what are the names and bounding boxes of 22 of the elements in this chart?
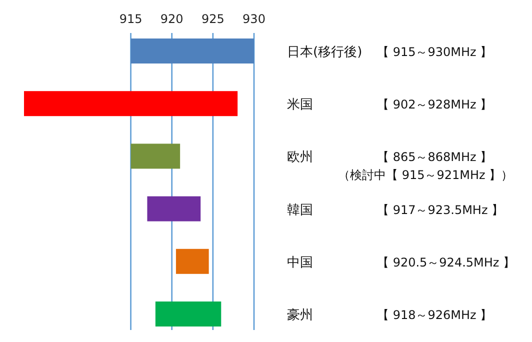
y-tick-label: 日本(移行後) (287, 45, 362, 60)
text: 【 865～868MHz 】（検討中【 915～921MHz 】） (338, 150, 514, 182)
bar (147, 196, 201, 222)
x-tick-label: 915 (119, 12, 142, 26)
text: 【 902～928MHz 】 (377, 98, 492, 112)
bar (130, 38, 254, 64)
text: 【 915～930MHz 】 (377, 45, 492, 59)
y-tick-label: 米国 (287, 98, 313, 113)
x-tick-label: 920 (160, 12, 184, 26)
bar (24, 91, 238, 116)
x-tick-label: 925 (201, 12, 224, 26)
y-tick-label: 欧州 (287, 150, 313, 166)
text: 【 920.5～924.5MHz 】 (377, 255, 516, 270)
bar (176, 248, 209, 274)
y-tick-label: 中国 (287, 255, 313, 270)
x-tick-label: 930 (242, 12, 266, 26)
bar (130, 144, 180, 169)
text: 【 917～923.5MHz 】 (377, 202, 504, 217)
text: 【 918～926MHz 】 (377, 308, 492, 322)
y-tick-label: 韓国 (287, 202, 313, 218)
y-tick-label: 豪州 (287, 308, 313, 323)
bar (155, 302, 222, 326)
